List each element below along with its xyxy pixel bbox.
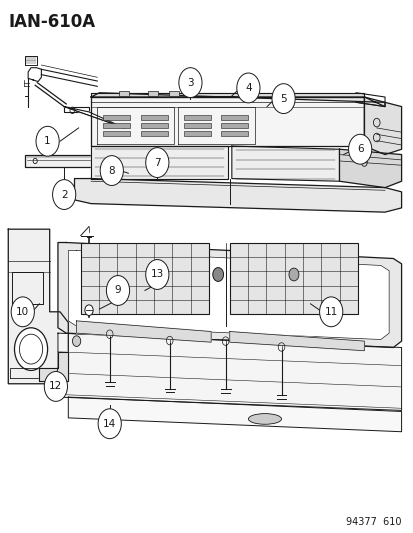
Text: 7: 7 [154, 158, 160, 167]
Polygon shape [39, 352, 68, 381]
Circle shape [106, 276, 129, 305]
Text: 1: 1 [44, 136, 51, 146]
Text: 4: 4 [244, 83, 251, 93]
Bar [25, 155, 136, 167]
Circle shape [98, 409, 121, 439]
Polygon shape [68, 397, 401, 432]
Circle shape [348, 134, 371, 164]
Circle shape [11, 297, 34, 327]
Polygon shape [58, 243, 401, 348]
Polygon shape [229, 332, 363, 351]
Bar [140, 115, 167, 120]
Polygon shape [363, 97, 401, 155]
Bar [140, 123, 167, 128]
Bar [103, 115, 130, 120]
Bar [184, 115, 211, 120]
Bar [184, 131, 211, 136]
Circle shape [14, 328, 47, 370]
Bar [221, 115, 248, 120]
Polygon shape [28, 68, 41, 82]
Text: 14: 14 [103, 419, 116, 429]
Circle shape [52, 180, 76, 209]
Bar [81, 243, 209, 314]
Text: 11: 11 [324, 307, 337, 317]
Text: 6: 6 [356, 144, 363, 154]
Text: 9: 9 [114, 286, 121, 295]
Bar [119, 91, 129, 96]
Text: 94377  610: 94377 610 [345, 516, 401, 527]
Circle shape [178, 68, 202, 98]
Polygon shape [91, 93, 363, 97]
Text: 10: 10 [16, 307, 29, 317]
Polygon shape [231, 146, 339, 181]
Circle shape [236, 73, 259, 103]
Text: 8: 8 [108, 166, 115, 175]
Bar [103, 123, 130, 128]
Text: 3: 3 [187, 78, 193, 87]
Polygon shape [91, 146, 227, 179]
Circle shape [145, 148, 169, 177]
Circle shape [100, 156, 123, 185]
Text: IAN-610A: IAN-610A [8, 13, 95, 31]
Bar [148, 91, 158, 96]
Circle shape [36, 126, 59, 156]
Circle shape [288, 268, 298, 281]
Circle shape [72, 336, 81, 346]
Bar [169, 91, 178, 96]
Polygon shape [58, 333, 401, 410]
Polygon shape [91, 97, 363, 146]
Polygon shape [76, 321, 211, 342]
Circle shape [271, 84, 294, 114]
Text: 12: 12 [49, 382, 62, 391]
Polygon shape [74, 179, 401, 212]
Polygon shape [91, 93, 384, 107]
Text: 5: 5 [280, 94, 286, 103]
Polygon shape [64, 107, 124, 128]
Polygon shape [339, 149, 401, 188]
Circle shape [212, 268, 223, 281]
Text: 2: 2 [61, 190, 67, 199]
Circle shape [85, 305, 93, 316]
Bar [103, 131, 130, 136]
Ellipse shape [248, 414, 281, 424]
Bar [229, 243, 357, 314]
Bar [221, 123, 248, 128]
Circle shape [319, 297, 342, 327]
Bar [140, 131, 167, 136]
Bar [184, 123, 211, 128]
Bar [221, 131, 248, 136]
Polygon shape [68, 251, 388, 340]
Text: 13: 13 [150, 270, 164, 279]
Circle shape [44, 372, 67, 401]
Polygon shape [8, 229, 68, 384]
Circle shape [145, 260, 169, 289]
